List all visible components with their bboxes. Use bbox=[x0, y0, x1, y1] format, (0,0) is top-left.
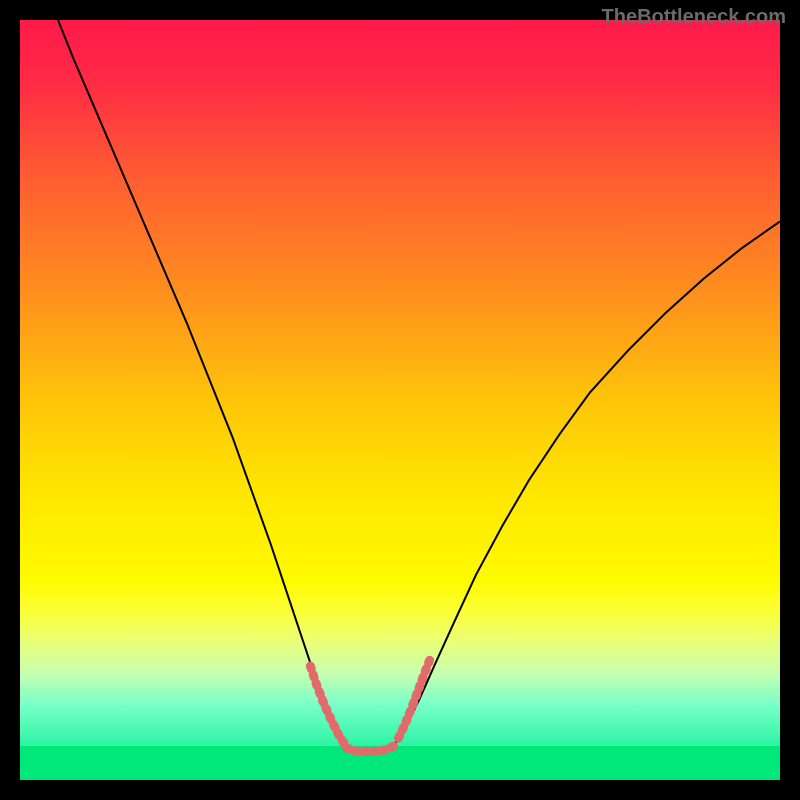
pink-seg-bottom bbox=[347, 746, 394, 751]
chart-plot-area bbox=[20, 20, 780, 780]
chart-svg bbox=[20, 20, 780, 780]
watermark-text: TheBottleneck.com bbox=[602, 6, 786, 29]
pink-seg-left bbox=[310, 666, 345, 745]
bottleneck-curve bbox=[58, 20, 780, 750]
pink-seg-right bbox=[398, 658, 430, 738]
